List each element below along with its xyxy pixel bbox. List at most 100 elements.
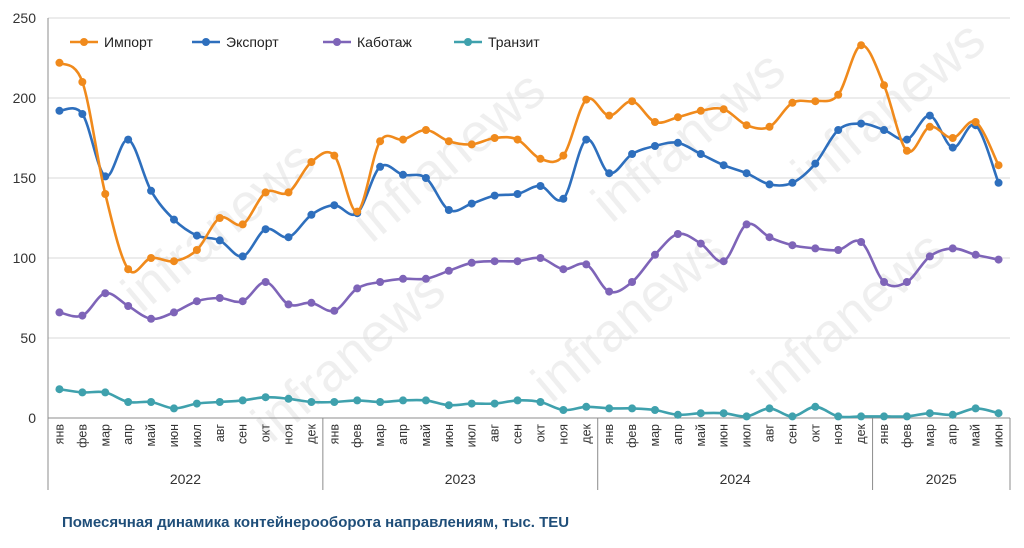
data-point [101,190,110,198]
data-point [421,274,430,283]
series-2 [55,106,1003,261]
data-point [765,180,774,189]
x-tick-label: май [419,424,433,447]
x-tick-label: фев [900,424,914,448]
x-tick-label: окт [808,424,822,443]
data-point [444,137,453,146]
x-tick-label: мар [923,424,937,447]
x-tick-label: дек [304,423,318,443]
data-point [925,409,934,418]
data-point [307,158,316,166]
data-point [628,278,637,286]
data-point [765,122,774,131]
legend-label: Транзит [488,34,540,50]
data-point [902,146,911,155]
data-point [124,265,133,274]
x-tick-label: сен [785,424,799,444]
data-point [880,412,889,421]
data-point [719,409,728,418]
data-point [284,188,293,197]
x-tick-label: июл [190,424,204,447]
data-point [467,399,476,408]
data-point [559,406,568,414]
x-tick-label: июн [442,424,456,447]
x-tick-label: дек [854,423,868,443]
data-point [834,246,843,254]
data-point [169,215,178,224]
x-tick-label: янв [327,424,341,445]
data-point [902,135,911,144]
legend-marker [202,38,210,46]
data-point [467,140,476,149]
x-tick-label: июл [465,424,479,447]
data-point [811,402,820,411]
watermark-text: infranews [341,59,557,254]
data-point [101,172,110,181]
data-point [78,388,87,397]
data-point [742,169,751,178]
data-point [582,135,591,144]
data-point [444,266,453,275]
data-point [284,394,293,403]
x-tick-label: авг [763,424,777,443]
y-tick-label: 0 [28,410,36,426]
data-point [696,409,705,418]
data-point [994,161,1003,170]
data-point [605,169,614,178]
data-point [490,134,499,142]
x-tick-label: янв [52,424,66,445]
data-point [261,188,270,197]
x-tick-label: ноя [831,424,845,445]
x-tick-label: авг [488,424,502,443]
data-point [765,233,774,242]
data-point [124,135,133,144]
data-point [421,396,430,405]
data-point [55,308,64,317]
data-point [124,398,133,406]
data-point [857,119,866,128]
x-tick-label: мар [373,424,387,447]
data-point [673,138,682,147]
x-tick-label: июн [717,424,731,447]
data-point [742,412,751,421]
x-tick-label: дек [579,423,593,443]
data-point [948,410,957,419]
data-point [880,81,889,90]
data-point [811,159,820,168]
data-point [628,404,637,413]
data-point [307,298,316,307]
data-point [788,98,797,107]
year-label: 2022 [170,471,201,487]
x-tick-label: апр [946,424,960,445]
x-tick-label: апр [121,424,135,445]
series-4 [55,385,1003,421]
data-point [605,111,614,120]
data-point [925,111,934,120]
data-point [971,118,980,126]
legend-label: Каботаж [357,34,412,50]
data-point [238,396,247,405]
data-point [490,257,499,266]
data-point [261,393,270,402]
x-tick-label: сен [236,424,250,444]
x-tick-label: июн [992,424,1006,447]
data-point [994,255,1003,264]
data-point [330,306,339,315]
data-point [192,246,201,254]
data-point [811,244,820,253]
data-point [788,178,797,187]
x-tick-label: окт [259,424,273,443]
data-point [880,278,889,286]
x-tick-label: ноя [282,424,296,445]
legend-label: Экспорт [226,34,279,50]
x-tick-label: мар [648,424,662,447]
data-point [78,311,87,320]
data-point [742,121,751,130]
data-point [536,398,545,406]
x-tick-label: май [694,424,708,447]
data-point [513,190,522,198]
y-tick-label: 200 [13,90,37,106]
legend: Импорт Экспорт Каботаж Транзит [70,34,540,50]
data-point [513,257,522,266]
data-point [101,289,110,298]
